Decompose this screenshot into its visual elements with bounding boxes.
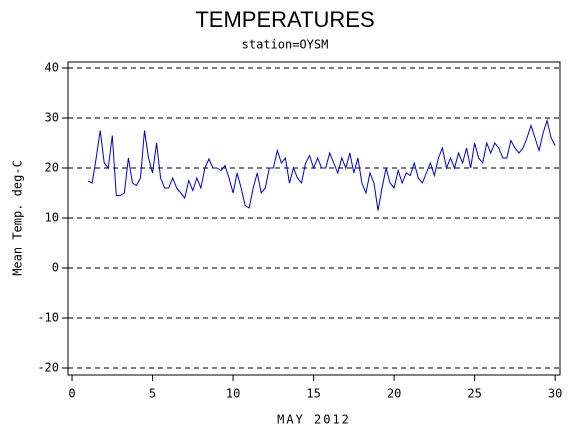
x-tick-label: 15 — [306, 387, 320, 401]
x-tick-label: 0 — [68, 387, 75, 401]
y-tick-label: 30 — [45, 111, 59, 125]
y-tick-label: -20 — [37, 361, 59, 375]
data-line — [87, 118, 556, 211]
x-tick-label: 20 — [387, 387, 401, 401]
y-tick-label: -10 — [37, 311, 59, 325]
y-tick-label: 10 — [45, 211, 59, 225]
x-tick-label: 5 — [149, 387, 156, 401]
x-axis-label: MAY 2012 — [277, 413, 351, 427]
chart-title: TEMPERATURES — [195, 7, 374, 32]
x-tick-label: 25 — [467, 387, 481, 401]
x-tick-label: 30 — [548, 387, 562, 401]
y-tick-label: 40 — [45, 61, 59, 75]
x-tick-label: 10 — [226, 387, 240, 401]
y-tick-label: 20 — [45, 161, 59, 175]
y-tick-label: 0 — [52, 261, 59, 275]
y-axis-label: Mean Temp. deg-C — [11, 160, 25, 276]
chart-subtitle: station=OYSM — [242, 38, 329, 52]
